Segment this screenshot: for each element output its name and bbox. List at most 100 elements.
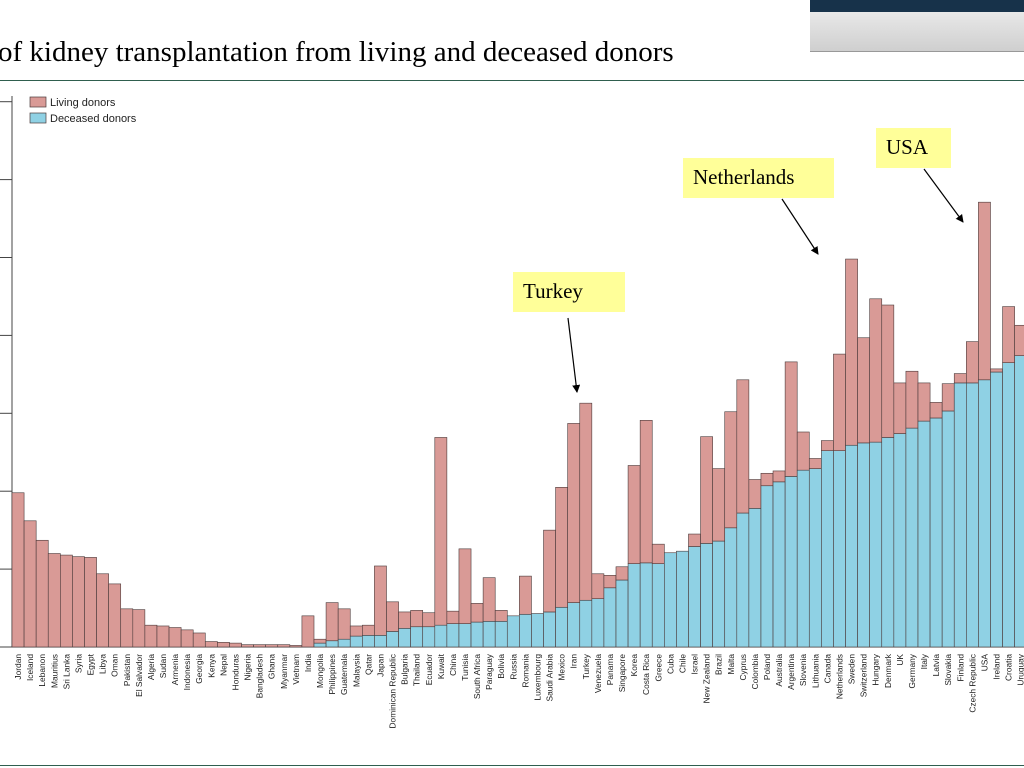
bar-living <box>458 548 472 624</box>
bar-deceased <box>410 626 424 648</box>
bar-deceased <box>482 620 496 648</box>
x-tick-label: Paraguay <box>484 653 494 690</box>
bar-living <box>253 644 266 648</box>
bar-living <box>567 423 581 603</box>
bar-living <box>241 644 254 648</box>
x-tick-label: Malaysia <box>351 654 361 687</box>
bar-living <box>60 554 73 648</box>
bar-deceased <box>543 611 556 648</box>
bar-living <box>229 642 242 648</box>
x-tick-label: Korea <box>629 654 639 677</box>
bar-deceased <box>700 543 713 648</box>
bar-living <box>688 533 701 547</box>
bar-living <box>217 642 230 648</box>
x-tick-label: Kenya <box>206 654 216 678</box>
x-tick-label: Sri Lanka <box>61 654 71 690</box>
x-tick-label: Panama <box>605 654 615 686</box>
x-tick-label: Russia <box>508 654 518 680</box>
bar-deceased <box>821 450 834 648</box>
bar-living <box>651 543 665 564</box>
bar-deceased <box>627 563 641 648</box>
x-tick-label: Vietnam <box>291 654 301 685</box>
x-tick-label: Hungary <box>871 653 881 685</box>
bar-deceased <box>506 615 520 648</box>
x-tick-label: Nigeria <box>243 654 253 681</box>
x-tick-label: Bolivia <box>496 654 506 679</box>
bar-living <box>748 479 762 509</box>
bar-deceased <box>893 433 907 648</box>
x-tick-label: Switzerland <box>859 654 869 698</box>
x-tick-label: Netherlands <box>834 654 844 699</box>
slide-title: of kidney transplantation from living an… <box>0 36 674 68</box>
x-tick-label: Denmark <box>883 653 893 688</box>
bar-deceased <box>651 563 665 648</box>
bar-living <box>337 608 351 640</box>
bar-living <box>941 383 955 412</box>
x-tick-label: Romania <box>520 654 530 688</box>
bar-deceased <box>808 468 822 648</box>
x-tick-label: Brazil <box>714 654 724 675</box>
x-tick-label: Cuba <box>665 654 675 674</box>
x-tick-label: USA <box>979 654 989 672</box>
bar-deceased <box>833 450 846 648</box>
bar-living <box>555 487 568 608</box>
bar-living <box>386 601 399 632</box>
bar-deceased <box>579 599 593 648</box>
bar-deceased <box>422 626 436 648</box>
legend-label: Living donors <box>50 97 116 109</box>
x-tick-label: Syria <box>73 654 83 673</box>
x-tick-label: Armenia <box>170 654 180 686</box>
bar-living <box>362 624 375 636</box>
x-tick-label: Latvia <box>931 654 941 677</box>
bar-living <box>990 368 1003 373</box>
bar-deceased <box>941 410 955 648</box>
x-tick-label: Iceland <box>25 654 35 681</box>
bar-deceased <box>446 623 460 648</box>
x-tick-label: Saudi Arabia <box>545 654 555 702</box>
bar-deceased <box>712 540 726 648</box>
bar-living <box>35 539 49 648</box>
bar-living <box>11 492 25 648</box>
x-tick-label: Malta <box>726 654 736 675</box>
chart-legend: Living donors Deceased donors <box>29 96 137 125</box>
x-tick-label: Iran <box>569 654 579 669</box>
bar-living <box>132 609 146 648</box>
callout-netherlands: Netherlands <box>683 158 834 198</box>
x-tick-label: Honduras <box>230 654 240 690</box>
x-tick-label: Ireland <box>992 654 1002 680</box>
bar-living <box>857 337 870 444</box>
bar-deceased <box>386 631 399 648</box>
x-tick-label: Turkey <box>581 653 591 679</box>
bar-living <box>277 644 291 648</box>
bar-deceased <box>398 628 411 648</box>
bar-living <box>760 472 774 487</box>
callout-turkey: Turkey <box>513 272 625 312</box>
x-tick-label: Philippines <box>327 654 337 695</box>
bar-living <box>144 624 158 648</box>
legend-swatch <box>29 96 47 108</box>
x-tick-label: Mongolia <box>315 654 325 688</box>
bar-living <box>966 341 979 384</box>
bar-deceased <box>990 371 1003 648</box>
x-tick-label: Guatemala <box>339 654 349 695</box>
bar-living <box>736 379 750 514</box>
x-tick-label: Japan <box>375 654 385 677</box>
bar-deceased <box>760 485 774 648</box>
bar-deceased <box>313 642 327 648</box>
bar-deceased <box>966 382 979 648</box>
bar-deceased <box>676 550 689 648</box>
bar-living <box>156 625 170 648</box>
bar-living <box>494 610 508 622</box>
bar-deceased <box>869 441 883 648</box>
bar-living <box>917 382 931 422</box>
bar-deceased <box>784 476 798 648</box>
bar-living <box>434 437 448 626</box>
bar-living <box>120 608 134 648</box>
x-tick-label: Luxembourg <box>532 654 542 701</box>
x-tick-label: Israel <box>690 654 700 675</box>
x-tick-label: Bulgaria <box>400 654 410 685</box>
x-tick-label: Kuwait <box>436 653 446 679</box>
bar-deceased <box>494 620 508 648</box>
x-tick-label: Slovenia <box>798 654 808 686</box>
x-tick-label: Ecuador <box>424 654 434 685</box>
